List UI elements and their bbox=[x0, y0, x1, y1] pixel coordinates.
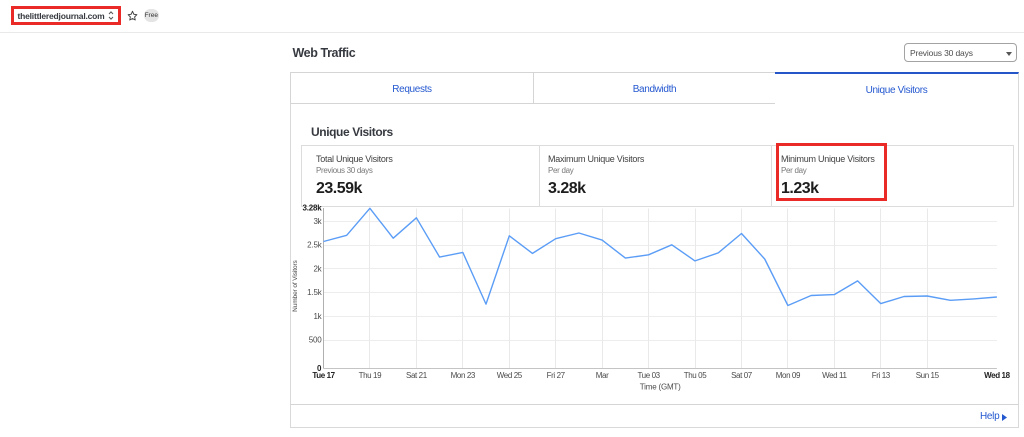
svg-text:1k: 1k bbox=[313, 312, 322, 321]
svg-text:Time (GMT): Time (GMT) bbox=[640, 383, 681, 392]
svg-text:Mar: Mar bbox=[596, 371, 609, 380]
svg-text:2.5k: 2.5k bbox=[307, 241, 323, 250]
svg-text:Number of Visitors: Number of Visitors bbox=[292, 259, 299, 311]
svg-text:Fri 27: Fri 27 bbox=[547, 371, 566, 380]
svg-text:Wed 25: Wed 25 bbox=[497, 371, 523, 380]
svg-text:Sat 21: Sat 21 bbox=[406, 371, 428, 380]
svg-text:Thu 19: Thu 19 bbox=[359, 371, 382, 380]
svg-text:Tue 03: Tue 03 bbox=[637, 371, 660, 380]
svg-text:Wed 18: Wed 18 bbox=[984, 371, 1010, 380]
svg-text:Sun 15: Sun 15 bbox=[916, 371, 940, 380]
svg-text:1.5k: 1.5k bbox=[307, 288, 323, 297]
svg-text:Fri 13: Fri 13 bbox=[872, 371, 891, 380]
svg-text:Tue 17: Tue 17 bbox=[312, 371, 335, 380]
svg-text:Sat 07: Sat 07 bbox=[731, 371, 753, 380]
svg-text:Mon 23: Mon 23 bbox=[451, 371, 476, 380]
svg-text:3k: 3k bbox=[313, 217, 322, 226]
svg-text:Mon 09: Mon 09 bbox=[776, 371, 801, 380]
svg-text:Wed 11: Wed 11 bbox=[822, 371, 847, 380]
svg-text:Thu 05: Thu 05 bbox=[684, 371, 707, 380]
svg-text:2k: 2k bbox=[313, 264, 322, 273]
svg-text:3.28k: 3.28k bbox=[302, 204, 322, 213]
svg-text:0: 0 bbox=[317, 364, 322, 373]
svg-text:500: 500 bbox=[309, 336, 322, 345]
